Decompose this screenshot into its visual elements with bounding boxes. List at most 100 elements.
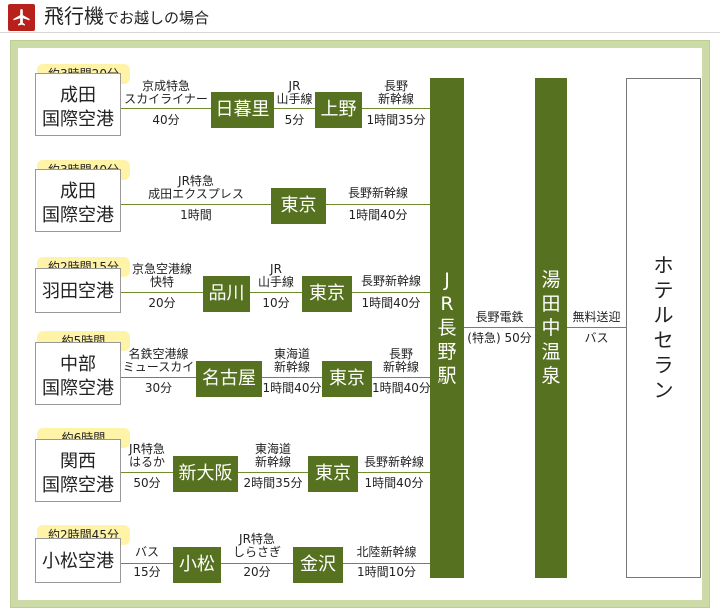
- hotel-char: ン: [653, 378, 674, 402]
- airplane-icon: [8, 4, 35, 31]
- segment-label: 京急空港線 快特: [121, 263, 203, 289]
- route-line: [567, 327, 626, 328]
- origin-name: 国際空港: [42, 108, 114, 130]
- origin-haneda: 羽田空港: [35, 268, 121, 313]
- station-ueno: 上野: [315, 92, 362, 128]
- station-shin-osaka: 新大阪: [173, 456, 238, 492]
- segment-duration: 20分: [243, 565, 271, 579]
- station-kanazawa: 金沢: [293, 547, 343, 583]
- segment-duration: 10分: [262, 296, 290, 310]
- segment-label-line: JR特急: [178, 174, 214, 188]
- segment-duration: 30分: [144, 381, 173, 395]
- station-tokyo: 東京: [308, 456, 358, 492]
- station-tokyo: 東京: [322, 361, 372, 397]
- segment-label-line: 快特: [149, 275, 174, 289]
- segment-label-line: 山手線: [276, 92, 313, 106]
- origin-name: 成田: [60, 84, 96, 106]
- title-rest: でお越しの場合: [104, 9, 210, 27]
- segment-label-line: JR: [288, 79, 301, 93]
- hub-char: 温: [541, 341, 561, 363]
- hub-char: J: [444, 269, 450, 291]
- origin-name: 小松空港: [42, 550, 114, 572]
- title-main: 飛行機: [44, 4, 104, 28]
- route-line: [464, 327, 535, 328]
- segment-duration: 1時間: [180, 208, 212, 222]
- segment-label: 長野新幹線: [360, 274, 421, 288]
- segment-label-line: JR特急: [239, 532, 275, 546]
- segment-duration: 1時間40分: [364, 476, 424, 490]
- segment-label: JR 山手線: [274, 80, 315, 106]
- station-nagoya: 名古屋: [196, 361, 262, 397]
- segment-label: JR特急 成田エクスプレス: [121, 175, 271, 201]
- hotel-char: テ: [653, 278, 674, 302]
- hotel-char: セ: [653, 328, 674, 352]
- route-line: [120, 472, 430, 473]
- station-nippori: 日暮里: [211, 92, 274, 128]
- hotel-char: ホ: [653, 253, 674, 277]
- route-line: [120, 563, 430, 564]
- hub-yudanaka-onsen: 湯 田 中 温 泉: [535, 78, 567, 578]
- origin-name: 関西: [60, 450, 96, 472]
- route-diagram: [18, 48, 702, 600]
- route-line: [120, 108, 430, 109]
- hub-char: 長: [437, 317, 457, 339]
- hotel-char: ル: [653, 303, 674, 327]
- origin-chubu: 中部 国際空港: [35, 342, 121, 405]
- segment-duration: 1時間40分: [372, 381, 431, 395]
- origin-name: 羽田空港: [42, 280, 114, 302]
- segment-label-line: 名鉄空港線: [128, 347, 189, 361]
- segment-label-line: 東海道: [254, 442, 291, 456]
- segment-duration: 1時間10分: [357, 565, 416, 579]
- origin-narita: 成田 国際空港: [35, 169, 121, 232]
- segment-label-line: スカイライナー: [124, 92, 208, 106]
- segment-duration: 15分: [133, 565, 161, 579]
- segment-duration: 1時間35分: [366, 113, 426, 127]
- segment-label: 北陸新幹線: [356, 545, 417, 559]
- origin-name: 中部: [60, 353, 96, 375]
- segment-label-line: 東海道: [273, 347, 310, 361]
- station-tokyo: 東京: [271, 188, 326, 224]
- route-line: [120, 377, 430, 378]
- segment-duration: 50分: [133, 476, 161, 490]
- origin-name: 国際空港: [42, 377, 114, 399]
- segment-label-line: 長野: [383, 79, 408, 93]
- segment-label-line: 京急空港線: [131, 262, 192, 276]
- segment-duration: 40分: [152, 113, 180, 127]
- hub-char: 野: [437, 341, 457, 363]
- segment-duration: 1時間40分: [348, 208, 408, 222]
- segment-label-line: はるか: [128, 455, 165, 469]
- segment-label: 無料送迎: [572, 310, 621, 324]
- segment-label: 東海道 新幹線: [262, 348, 322, 374]
- segment-label: JR 山手線: [250, 263, 302, 289]
- segment-label-line: 山手線: [257, 275, 294, 289]
- segment-duration: (特急) 50分: [467, 331, 532, 345]
- segment-label-line: 新幹線: [377, 92, 414, 106]
- origin-narita: 成田 国際空港: [35, 73, 121, 136]
- segment-label-line: 長野: [388, 347, 413, 361]
- hub-char: 駅: [437, 365, 457, 387]
- station-shinagawa: 品川: [203, 276, 250, 312]
- segment-label: 長野 新幹線: [362, 80, 430, 106]
- hub-char: 中: [541, 317, 561, 339]
- segment-label-line: ミュースカイ: [122, 360, 195, 374]
- hub-char: R: [440, 293, 454, 315]
- segment-duration: 1時間40分: [361, 296, 421, 310]
- station-komatsu: 小松: [173, 547, 221, 583]
- segment-duration: 2時間35分: [243, 476, 303, 490]
- hotel-char: ラ: [653, 353, 674, 377]
- segment-label: 東海道 新幹線: [238, 443, 308, 469]
- segment-label-line: 新幹線: [254, 455, 291, 469]
- station-tokyo: 東京: [302, 276, 352, 312]
- origin-kansai: 関西 国際空港: [35, 439, 121, 502]
- segment-duration: 1時間40分: [262, 381, 322, 395]
- hub-jr-nagano-station: J R 長 野 駅: [430, 78, 464, 578]
- page-title: 飛行機でお越しの場合: [44, 2, 209, 30]
- hub-char: 湯: [541, 269, 561, 291]
- hub-char: 泉: [541, 365, 561, 387]
- segment-label-line: 成田エクスプレス: [148, 187, 244, 201]
- segment-label-line: しらさぎ: [232, 545, 281, 559]
- segment-label: バス: [134, 545, 159, 559]
- hub-char: 田: [541, 293, 561, 315]
- segment-duration: 5分: [284, 113, 305, 127]
- segment-duration: 20分: [148, 296, 176, 310]
